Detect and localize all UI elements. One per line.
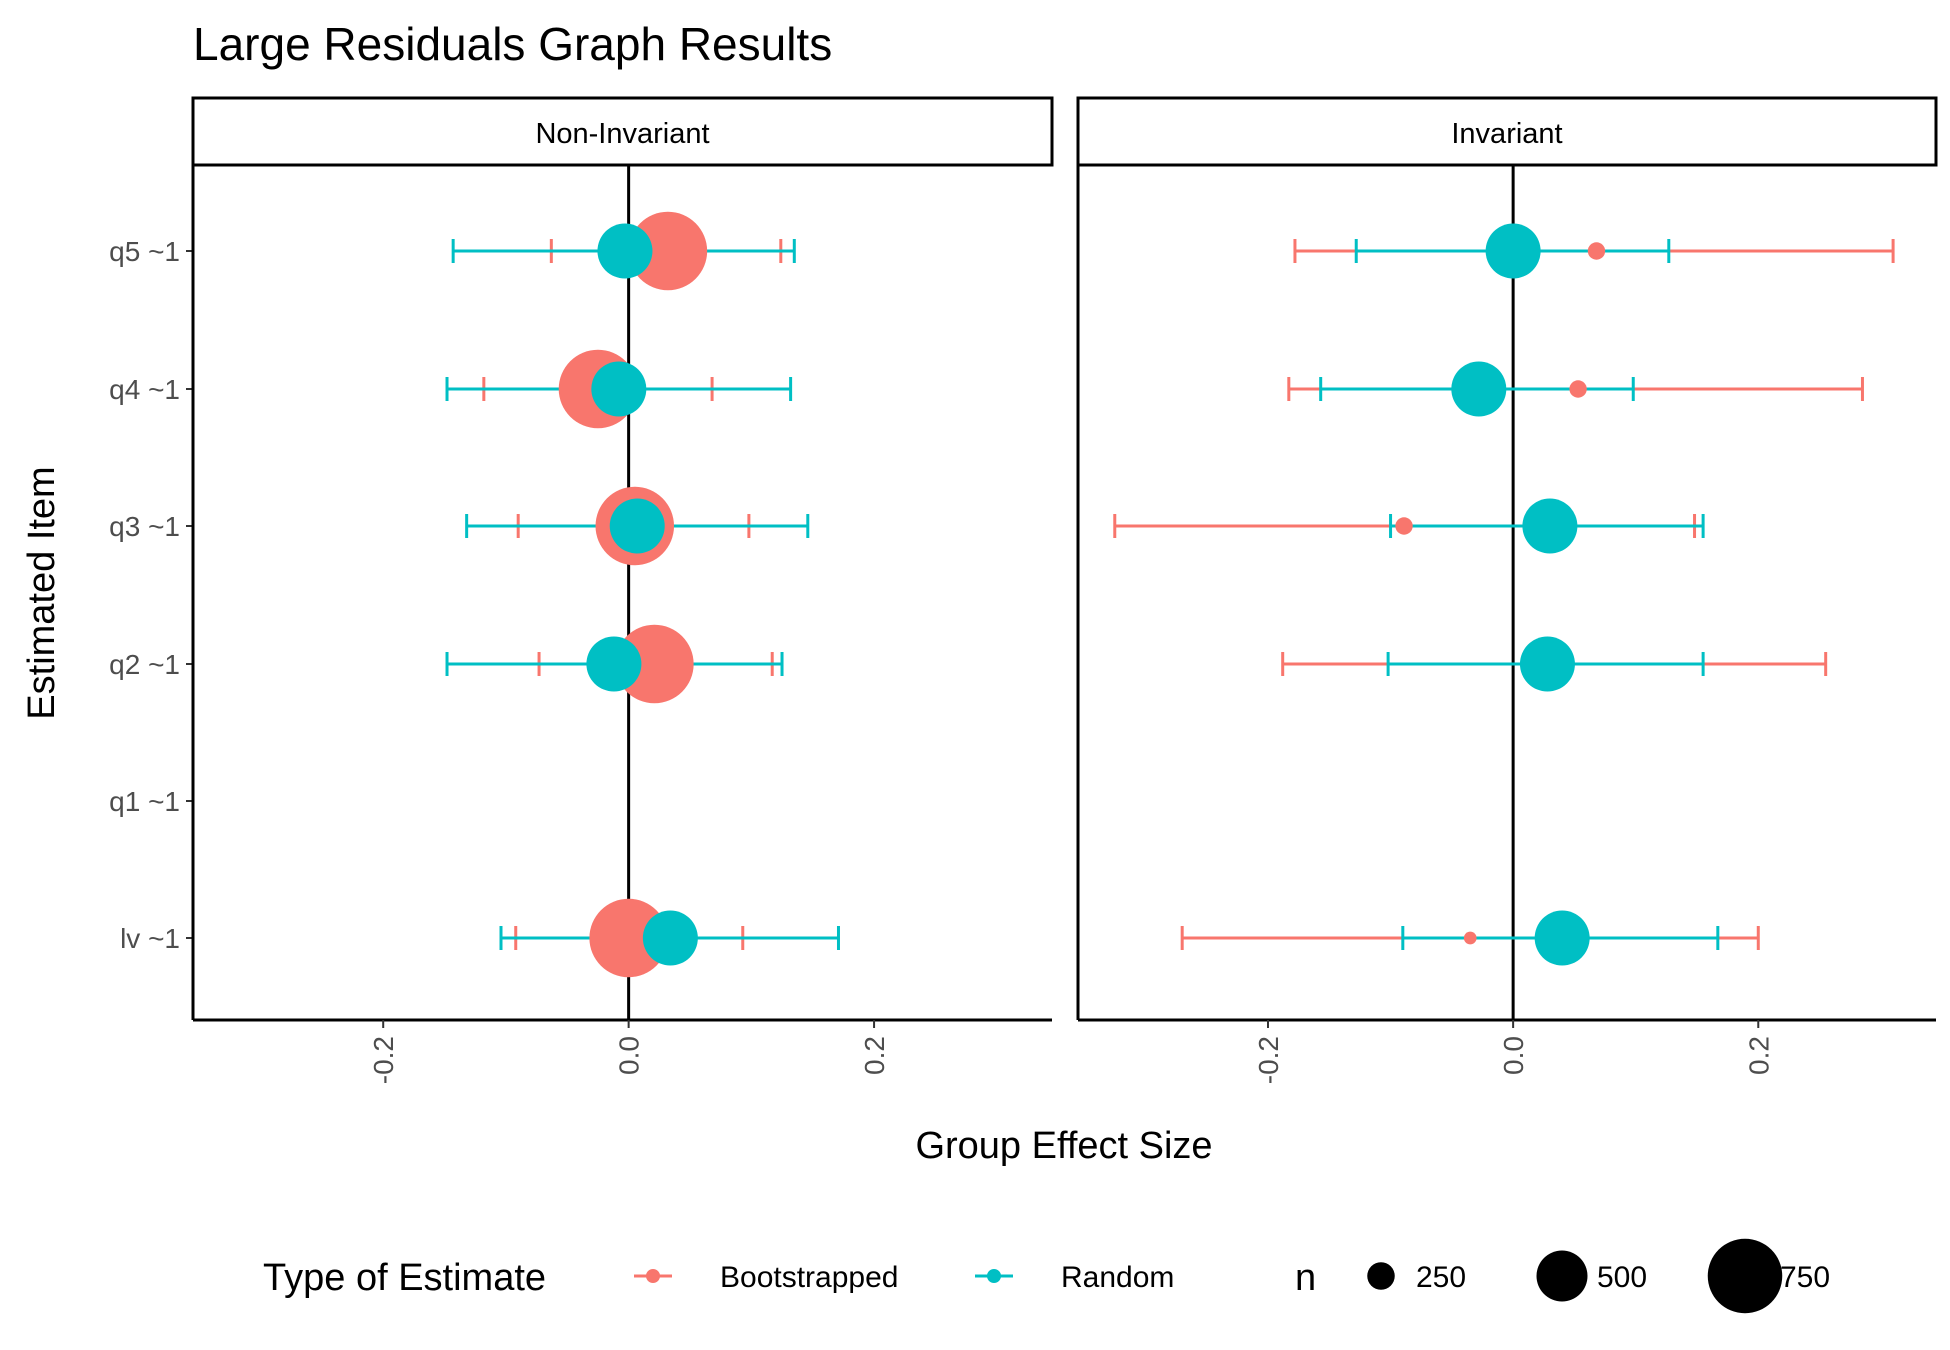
facet-strip-label: Invariant [1451,118,1562,150]
point-bootstrapped [628,211,708,291]
point-bootstrapped [1395,517,1413,535]
x-tick-label: -0.2 [1253,1036,1284,1084]
legend-size-label: 500 [1597,1261,1647,1294]
y-tick-label: lv ~1 [120,923,180,954]
legend-size-key [1367,1262,1395,1290]
y-tick-label: q3 ~1 [109,511,180,542]
legend-size-title: n [1295,1257,1316,1299]
point-random [1519,636,1575,692]
legend: Type of Estimate n Bootstrapped Random 250… [263,1238,1830,1314]
y-tick-label: q5 ~1 [109,236,180,267]
point-random [1451,361,1507,417]
point-bootstrapped [1587,242,1606,260]
point-random [586,636,642,692]
point-bootstrapped [1463,931,1477,945]
legend-size-key [1536,1250,1588,1302]
legend-size-label: 250 [1416,1261,1466,1294]
panels-layer: q5 ~1 q4 ~1 q3 ~1 q2 ~1 q1 ~1 lv ~1 Non-Invari… [109,96,1938,1084]
y-axis-title: Estimated Item [21,466,63,719]
x-tick-label: 0.2 [1743,1036,1774,1075]
x-tick-label: 0.0 [1498,1036,1529,1075]
facet-strip [1076,96,1938,167]
legend-key-bootstrapped [634,1269,672,1283]
facet-strip [191,96,1054,167]
point-bootstrapped [1569,380,1587,398]
panel-non-invariant: Non-Invariant -0.2 0.0 0.2 [191,96,1054,1084]
y-tick-label: q1 ~1 [109,786,180,817]
point-random [1534,910,1590,966]
point-bootstrapped [615,624,694,704]
x-axis-title: Group Effect Size [915,1125,1212,1167]
legend-size-key [1707,1238,1783,1314]
legend-label: Random [1061,1261,1174,1294]
x-tick-label: -0.2 [368,1036,399,1084]
legend-label: Bootstrapped [720,1261,898,1294]
point-random [1485,223,1541,279]
x-tick-label: 0.2 [859,1036,890,1075]
y-tick-label: q2 ~1 [109,649,180,680]
y-tick-label: q4 ~1 [109,374,180,405]
legend-size-label: 750 [1780,1261,1830,1294]
point-bootstrapped [589,898,668,978]
panel-invariant: Invariant -0.2 0.0 0.2 [1076,96,1938,1084]
chart-title: Large Residuals Graph Results [193,18,832,70]
facet-strip-label: Non-Invariant [535,118,709,150]
point-random [642,910,698,966]
legend-key-random [975,1269,1013,1283]
point-random [597,223,653,279]
legend-color-title: Type of Estimate [263,1257,546,1299]
point-random [1522,498,1578,554]
x-tick-label: 0.0 [614,1036,645,1075]
point-random [591,361,647,417]
point-random [609,498,665,554]
